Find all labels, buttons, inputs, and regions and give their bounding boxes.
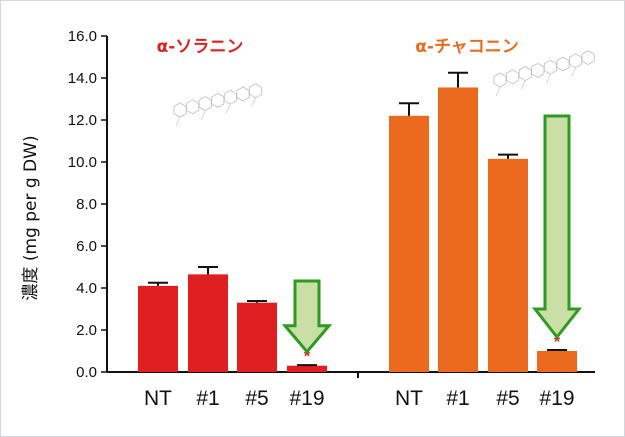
category-label: #19 bbox=[289, 387, 324, 410]
bars bbox=[138, 71, 577, 373]
bar bbox=[287, 365, 327, 372]
molecule-structure-icon bbox=[493, 50, 595, 97]
chart-title-alpha-solanine: α-ソラニン bbox=[157, 37, 244, 57]
category-label: #19 bbox=[539, 387, 574, 410]
bar bbox=[488, 158, 528, 372]
y-tick-label: 4.0 bbox=[76, 280, 97, 297]
significance-asterisk: * bbox=[304, 349, 311, 366]
y-tick-label: 16.0 bbox=[68, 28, 97, 45]
significance-asterisk: * bbox=[554, 334, 561, 351]
y-tick-label: 12.0 bbox=[68, 112, 97, 129]
down-arrow-icon bbox=[281, 279, 333, 355]
down-arrow-icon bbox=[531, 114, 583, 340]
y-axis-label: 濃度 (mg per g DW) bbox=[21, 135, 41, 300]
bar bbox=[138, 285, 178, 372]
category-label: #5 bbox=[496, 387, 519, 410]
category-labels: NT #1 #5 #19 NT #1 #5 #19 bbox=[144, 387, 575, 410]
y-tick-label: 10.0 bbox=[68, 154, 97, 171]
annotations: ** bbox=[281, 114, 583, 366]
y-tick-label: 0.0 bbox=[76, 364, 97, 381]
bar bbox=[438, 87, 478, 372]
bar bbox=[188, 274, 228, 372]
category-label: #1 bbox=[446, 387, 469, 410]
category-label: NT bbox=[395, 387, 423, 410]
y-tick-label: 2.0 bbox=[76, 322, 97, 339]
molecule-structure-icon bbox=[173, 83, 263, 127]
y-tick-label: 6.0 bbox=[76, 238, 97, 255]
chart-title-alpha-chaconine: α-チャコニン bbox=[415, 37, 519, 57]
category-label: #1 bbox=[196, 387, 219, 410]
category-label: NT bbox=[144, 387, 172, 410]
bar bbox=[537, 351, 577, 372]
bar bbox=[237, 302, 277, 372]
bar bbox=[389, 115, 429, 373]
y-tick-label: 8.0 bbox=[76, 196, 97, 213]
category-label: #5 bbox=[245, 387, 268, 410]
y-ticks: 0.0 2.0 4.0 6.0 8.0 10.0 12.0 14.0 16.0 bbox=[68, 28, 107, 381]
y-tick-label: 14.0 bbox=[68, 70, 97, 87]
